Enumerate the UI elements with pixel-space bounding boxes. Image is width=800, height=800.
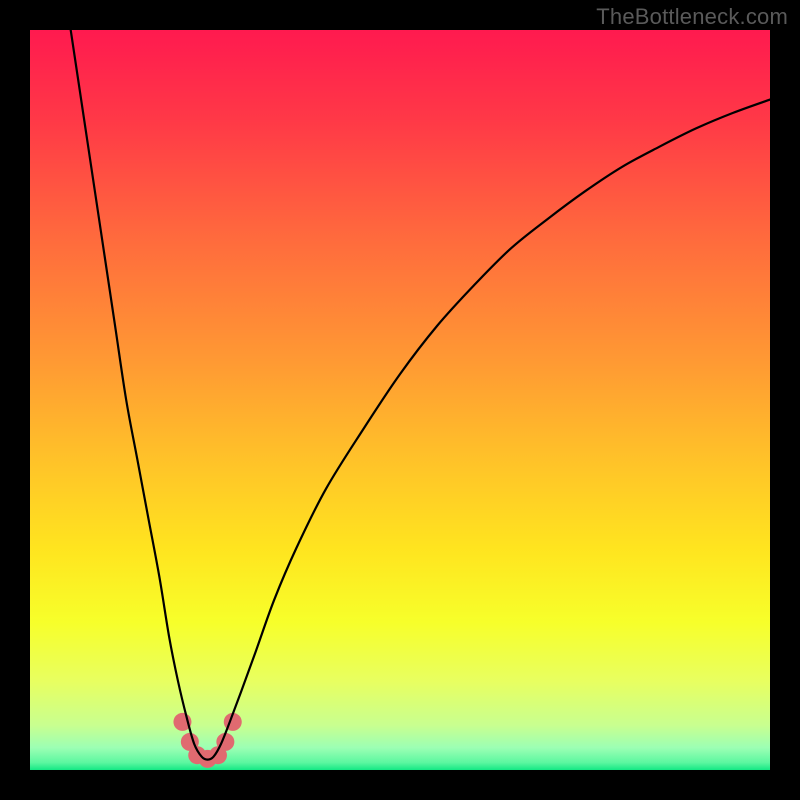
chart-svg — [30, 30, 770, 770]
plot-area — [30, 30, 770, 770]
bottleneck-curve — [71, 30, 770, 760]
watermark-text: TheBottleneck.com — [596, 4, 788, 30]
